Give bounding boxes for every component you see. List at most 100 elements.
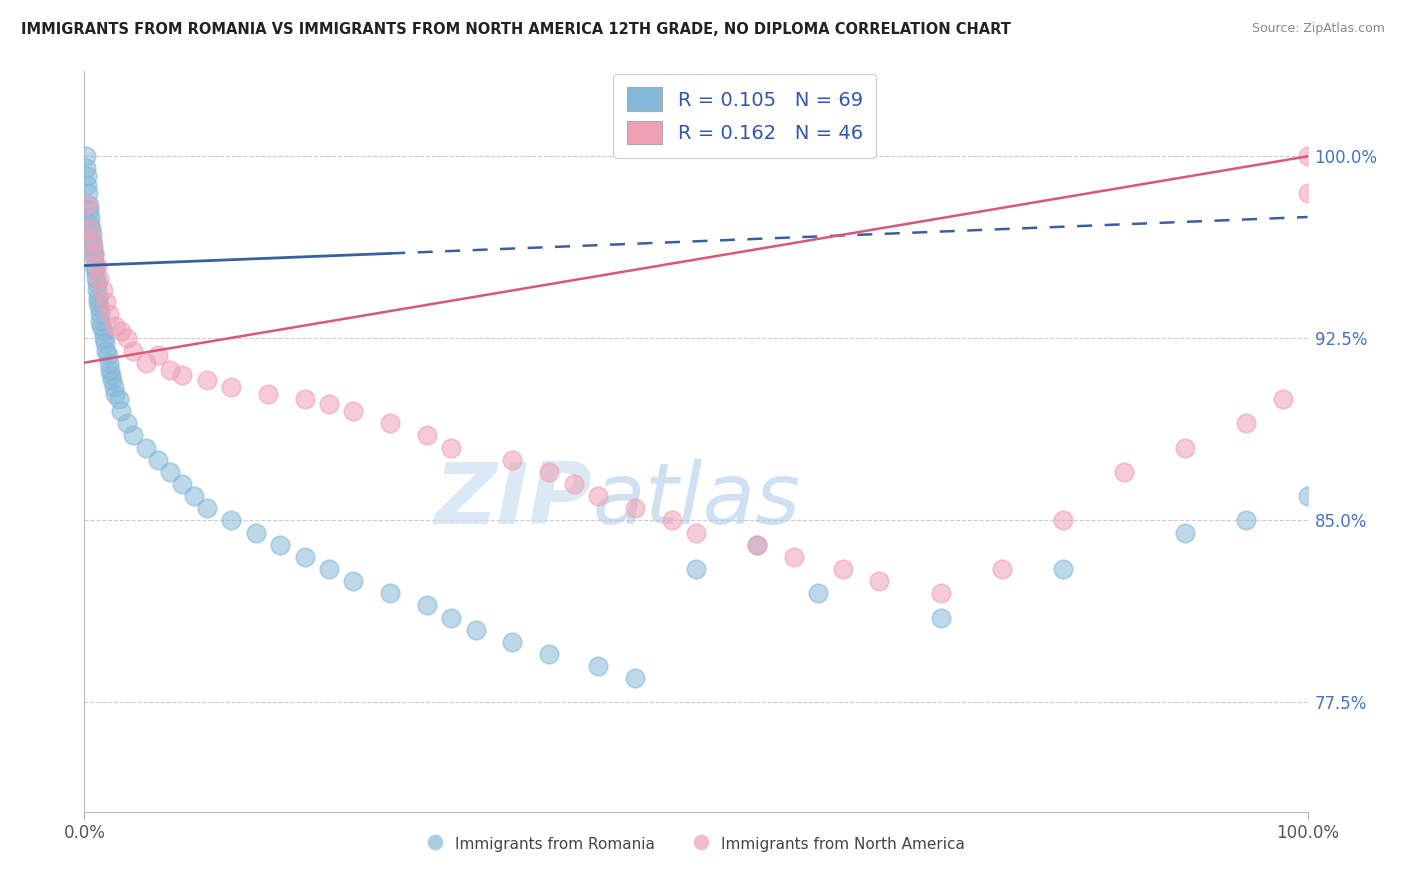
Point [1052, 513, 1074, 527]
Point [79, 217, 101, 231]
Point [77, 198, 100, 212]
Point [502, 635, 524, 649]
Point [83, 259, 105, 273]
Point [747, 538, 769, 552]
Point [342, 574, 364, 588]
Point [86, 259, 108, 273]
Point [1236, 417, 1258, 431]
Point [342, 404, 364, 418]
Point [1114, 465, 1136, 479]
Point [219, 380, 242, 394]
Point [87, 295, 110, 310]
Point [122, 428, 145, 442]
Point [783, 549, 806, 564]
Point [79, 210, 101, 224]
Point [100, 368, 122, 382]
Point [929, 586, 952, 600]
Point [135, 441, 157, 455]
Point [562, 477, 585, 491]
Point [1174, 525, 1197, 540]
Point [195, 501, 218, 516]
Point [75, 161, 97, 176]
Point [685, 525, 707, 540]
Point [869, 574, 891, 588]
Point [91, 324, 114, 338]
Point [172, 368, 194, 382]
Point [82, 239, 104, 253]
Point [84, 270, 107, 285]
Point [380, 586, 402, 600]
Point [502, 452, 524, 467]
Point [159, 363, 181, 377]
Point [416, 428, 439, 442]
Point [76, 169, 98, 183]
Point [318, 562, 340, 576]
Point [77, 222, 100, 236]
Point [87, 300, 110, 314]
Point [929, 610, 952, 624]
Point [89, 314, 111, 328]
Point [82, 234, 104, 248]
Point [87, 270, 110, 285]
Text: ZIP: ZIP [434, 459, 592, 542]
Point [624, 671, 647, 685]
Point [807, 586, 830, 600]
Legend: Immigrants from Romania, Immigrants from North America: Immigrants from Romania, Immigrants from… [422, 829, 970, 860]
Text: atlas: atlas [592, 459, 800, 542]
Point [257, 387, 280, 401]
Point [747, 538, 769, 552]
Point [93, 331, 115, 345]
Point [146, 452, 169, 467]
Point [80, 222, 103, 236]
Point [685, 562, 707, 576]
Point [83, 252, 105, 266]
Point [77, 186, 100, 200]
Point [294, 549, 316, 564]
Point [104, 319, 127, 334]
Point [1052, 562, 1074, 576]
Point [416, 599, 439, 613]
Text: IMMIGRANTS FROM ROMANIA VS IMMIGRANTS FROM NORTH AMERICA 12TH GRADE, NO DIPLOMA : IMMIGRANTS FROM ROMANIA VS IMMIGRANTS FR… [21, 22, 1011, 37]
Point [103, 380, 125, 394]
Point [624, 501, 647, 516]
Point [661, 513, 683, 527]
Point [1174, 441, 1197, 455]
Point [90, 319, 112, 334]
Point [97, 348, 120, 362]
Point [318, 397, 340, 411]
Point [115, 331, 138, 345]
Point [87, 290, 110, 304]
Point [122, 343, 145, 358]
Point [86, 276, 108, 290]
Point [538, 647, 561, 661]
Point [76, 178, 98, 193]
Point [1236, 513, 1258, 527]
Point [77, 202, 100, 217]
Point [538, 465, 561, 479]
Point [146, 348, 169, 362]
Point [195, 373, 218, 387]
Point [1296, 186, 1319, 200]
Point [440, 441, 463, 455]
Point [380, 417, 402, 431]
Point [91, 283, 114, 297]
Point [991, 562, 1014, 576]
Point [172, 477, 194, 491]
Point [294, 392, 316, 406]
Point [75, 149, 97, 163]
Point [440, 610, 463, 624]
Point [219, 513, 242, 527]
Point [89, 307, 111, 321]
Point [159, 465, 181, 479]
Point [83, 246, 105, 260]
Point [269, 538, 291, 552]
Point [101, 373, 124, 387]
Point [97, 307, 120, 321]
Point [1296, 149, 1319, 163]
Point [586, 489, 609, 503]
Point [80, 234, 103, 248]
Point [183, 489, 205, 503]
Point [96, 295, 118, 310]
Point [1296, 489, 1319, 503]
Point [586, 659, 609, 673]
